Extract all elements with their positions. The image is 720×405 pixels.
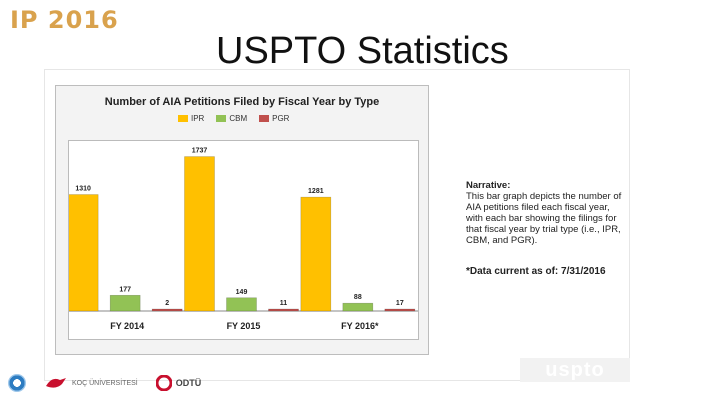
bar-chart-svg: 1310 177 2 FY 2014 1737 149 11 FY 2015 1281 88 17 F… bbox=[67, 148, 418, 331]
data-label-pgr-1: 11 bbox=[280, 300, 288, 307]
narrative-heading: Narrative: bbox=[466, 180, 511, 191]
uspto-watermark: uspto bbox=[520, 358, 630, 382]
bar-ipr-1 bbox=[184, 156, 215, 312]
legend-label-ipr: IPR bbox=[191, 114, 205, 123]
bar-cbm-0 bbox=[109, 294, 141, 312]
data-label-pgr-0: 2 bbox=[165, 300, 169, 307]
bar-ipr-2 bbox=[300, 196, 332, 312]
data-label-ipr-2: 1281 bbox=[308, 188, 324, 195]
data-current-note: *Data current as of: 7/31/2016 bbox=[466, 266, 606, 277]
data-label-ipr-1: 1737 bbox=[192, 148, 208, 155]
chart-legend: IPR CBM PGR bbox=[178, 114, 289, 123]
odtu-logo-text: ODTÜ bbox=[175, 378, 202, 388]
bar-pgr-1 bbox=[268, 308, 299, 312]
koc-logo-text: KOÇ ÜNİVERSİTESİ bbox=[72, 379, 138, 387]
partner-logo-1-icon bbox=[8, 374, 26, 392]
category-label-1: FY 2015 bbox=[227, 321, 261, 331]
narrative-block: Narrative: This bar graph depicts the nu… bbox=[466, 180, 626, 246]
legend-label-cbm: CBM bbox=[229, 114, 248, 123]
legend-item-cbm: CBM bbox=[216, 114, 247, 123]
bar-pgr-0 bbox=[151, 308, 183, 312]
koc-logo-icon bbox=[46, 378, 66, 388]
ip-2016-logo: IP 2016 bbox=[10, 6, 119, 34]
bar-pgr-2 bbox=[384, 308, 416, 312]
category-label-0: FY 2014 bbox=[110, 321, 144, 331]
category-label-2: FY 2016* bbox=[341, 321, 379, 331]
bar-ipr-0 bbox=[67, 194, 99, 312]
chart-title: Number of AIA Petitions Filed by Fiscal … bbox=[104, 96, 380, 108]
koc-logo: KOÇ ÜNİVERSİTESİ bbox=[44, 374, 138, 392]
legend-label-pgr: PGR bbox=[272, 114, 290, 123]
data-label-cbm-1: 149 bbox=[236, 289, 248, 296]
legend-swatch-cbm bbox=[216, 115, 227, 122]
odtu-logo: ODTÜ bbox=[155, 375, 202, 391]
data-label-pgr-2: 17 bbox=[396, 300, 404, 307]
plot-area: 1310 177 2 FY 2014 1737 149 11 FY 2015 1281 88 17 F… bbox=[67, 140, 419, 340]
bar-cbm-1 bbox=[226, 297, 257, 312]
chart-frame: Number of AIA Petitions Filed by Fiscal … bbox=[55, 85, 429, 355]
legend-item-ipr: IPR bbox=[178, 114, 204, 123]
data-label-cbm-0: 177 bbox=[119, 286, 131, 293]
data-label-ipr-0: 1310 bbox=[75, 186, 91, 193]
legend-item-pgr: PGR bbox=[259, 114, 289, 123]
legend-swatch-pgr bbox=[259, 115, 270, 122]
bar-cbm-2 bbox=[342, 302, 374, 312]
odtu-logo-icon bbox=[155, 375, 172, 391]
slide-title: USPTO Statistics bbox=[216, 30, 509, 72]
data-label-cbm-2: 88 bbox=[354, 294, 362, 301]
legend-swatch-ipr bbox=[178, 115, 188, 122]
narrative-text: This bar graph depicts the number of AIA… bbox=[466, 191, 622, 246]
footer-logos: KOÇ ÜNİVERSİTESİ ODTÜ bbox=[8, 374, 201, 392]
